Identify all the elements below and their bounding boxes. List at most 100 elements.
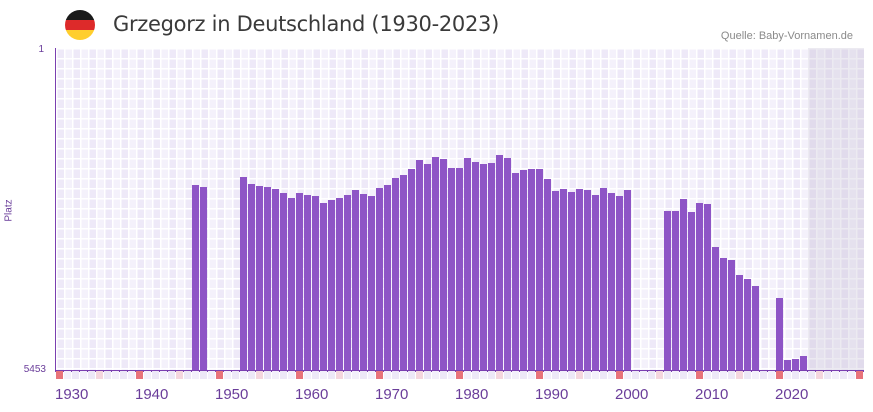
x-tick-label: 2000	[615, 386, 649, 403]
year-marker-2015	[736, 371, 743, 379]
bar-1954[interactable]	[248, 184, 255, 370]
bar-1987[interactable]	[512, 172, 519, 370]
year-marker-1997	[592, 371, 599, 379]
y-tick-bottom: 5453	[23, 364, 46, 375]
bar-1988[interactable]	[520, 170, 527, 370]
bar-2012[interactable]	[712, 246, 719, 370]
bar-1958[interactable]	[280, 192, 287, 370]
bar-1984[interactable]	[488, 162, 495, 370]
year-marker-1998	[600, 371, 607, 379]
year-marker-1983	[480, 371, 487, 379]
year-marker-2016	[744, 371, 751, 379]
bar-2021[interactable]	[784, 360, 791, 370]
bar-1956[interactable]	[264, 186, 271, 370]
x-axis-line	[55, 370, 864, 372]
year-marker-1990	[536, 371, 543, 379]
bar-1995[interactable]	[576, 188, 583, 370]
bar-1976[interactable]	[424, 163, 431, 370]
year-marker-1980	[456, 371, 463, 379]
x-tick-label: 2020	[775, 386, 809, 403]
bar-2014[interactable]	[728, 259, 735, 370]
year-marker-2010	[696, 371, 703, 379]
bar-1963[interactable]	[320, 202, 327, 370]
bar-1993[interactable]	[560, 188, 567, 370]
bar-1986[interactable]	[504, 157, 511, 370]
y-axis-label: Platz	[3, 199, 15, 222]
bar-1985[interactable]	[496, 155, 503, 370]
year-marker-2007	[672, 371, 679, 379]
bar-1991[interactable]	[544, 178, 551, 370]
bar-1999[interactable]	[608, 192, 615, 370]
bar-1969[interactable]	[368, 196, 375, 370]
bar-1959[interactable]	[288, 198, 295, 370]
year-marker-1944	[168, 371, 175, 379]
bar-1947[interactable]	[192, 185, 199, 370]
bar-1974[interactable]	[408, 169, 415, 370]
bar-1977[interactable]	[432, 157, 439, 370]
bar-2001[interactable]	[624, 189, 631, 370]
bar-2023[interactable]	[800, 356, 807, 370]
bar-2015[interactable]	[736, 274, 743, 370]
year-marker-1951	[224, 371, 231, 379]
bar-1964[interactable]	[328, 200, 335, 370]
bar-1972[interactable]	[392, 177, 399, 370]
bar-1994[interactable]	[568, 191, 575, 370]
bar-1997[interactable]	[592, 195, 599, 370]
bar-1992[interactable]	[552, 190, 559, 370]
year-marker-1985	[496, 371, 503, 379]
bar-1978[interactable]	[440, 158, 447, 370]
year-marker-1958	[280, 371, 287, 379]
year-marker-1941	[144, 371, 151, 379]
year-marker-2013	[720, 371, 727, 379]
bar-1979[interactable]	[448, 168, 455, 370]
bar-1983[interactable]	[480, 163, 487, 370]
bar-2009[interactable]	[688, 212, 695, 370]
bar-2013[interactable]	[720, 257, 727, 370]
bar-1962[interactable]	[312, 196, 319, 370]
year-marker-1931	[64, 371, 71, 379]
bar-2010[interactable]	[696, 202, 703, 370]
bar-2016[interactable]	[744, 278, 751, 370]
year-marker-1996	[584, 371, 591, 379]
bar-1960[interactable]	[296, 192, 303, 370]
bar-1990[interactable]	[536, 169, 543, 370]
bar-1948[interactable]	[200, 186, 207, 370]
year-marker-1973	[400, 371, 407, 379]
bar-2008[interactable]	[680, 199, 687, 370]
year-marker-2012	[712, 371, 719, 379]
bar-1989[interactable]	[528, 169, 535, 370]
year-marker-1971	[384, 371, 391, 379]
year-marker-2006	[664, 371, 671, 379]
year-marker-1962	[312, 371, 319, 379]
bar-2020[interactable]	[776, 298, 783, 370]
year-marker-1960	[296, 371, 303, 379]
bar-2017[interactable]	[752, 286, 759, 370]
x-tick-label: 1980	[455, 386, 489, 403]
bar-2011[interactable]	[704, 203, 711, 370]
source-link[interactable]: Quelle: Baby-Vornamen.de	[720, 30, 853, 42]
year-marker-1953	[240, 371, 247, 379]
bar-1973[interactable]	[400, 174, 407, 370]
bar-1998[interactable]	[600, 187, 607, 370]
bar-2006[interactable]	[664, 211, 671, 370]
bar-1982[interactable]	[472, 161, 479, 370]
bar-1967[interactable]	[352, 189, 359, 370]
bar-1971[interactable]	[384, 185, 391, 370]
bar-1975[interactable]	[416, 159, 423, 370]
bar-1957[interactable]	[272, 188, 279, 370]
bar-2022[interactable]	[792, 359, 799, 370]
bar-2007[interactable]	[672, 211, 679, 370]
bar-1966[interactable]	[344, 195, 351, 370]
bar-1996[interactable]	[584, 189, 591, 370]
bar-1965[interactable]	[336, 198, 343, 370]
x-tick-label: 1930	[55, 386, 89, 403]
year-marker-1937	[112, 371, 119, 379]
bar-1968[interactable]	[360, 193, 367, 370]
bar-1981[interactable]	[464, 157, 471, 370]
bar-2000[interactable]	[616, 196, 623, 370]
bar-1980[interactable]	[456, 168, 463, 370]
bar-1955[interactable]	[256, 185, 263, 370]
bar-1961[interactable]	[304, 195, 311, 370]
bar-1970[interactable]	[376, 187, 383, 370]
bar-1953[interactable]	[240, 176, 247, 370]
